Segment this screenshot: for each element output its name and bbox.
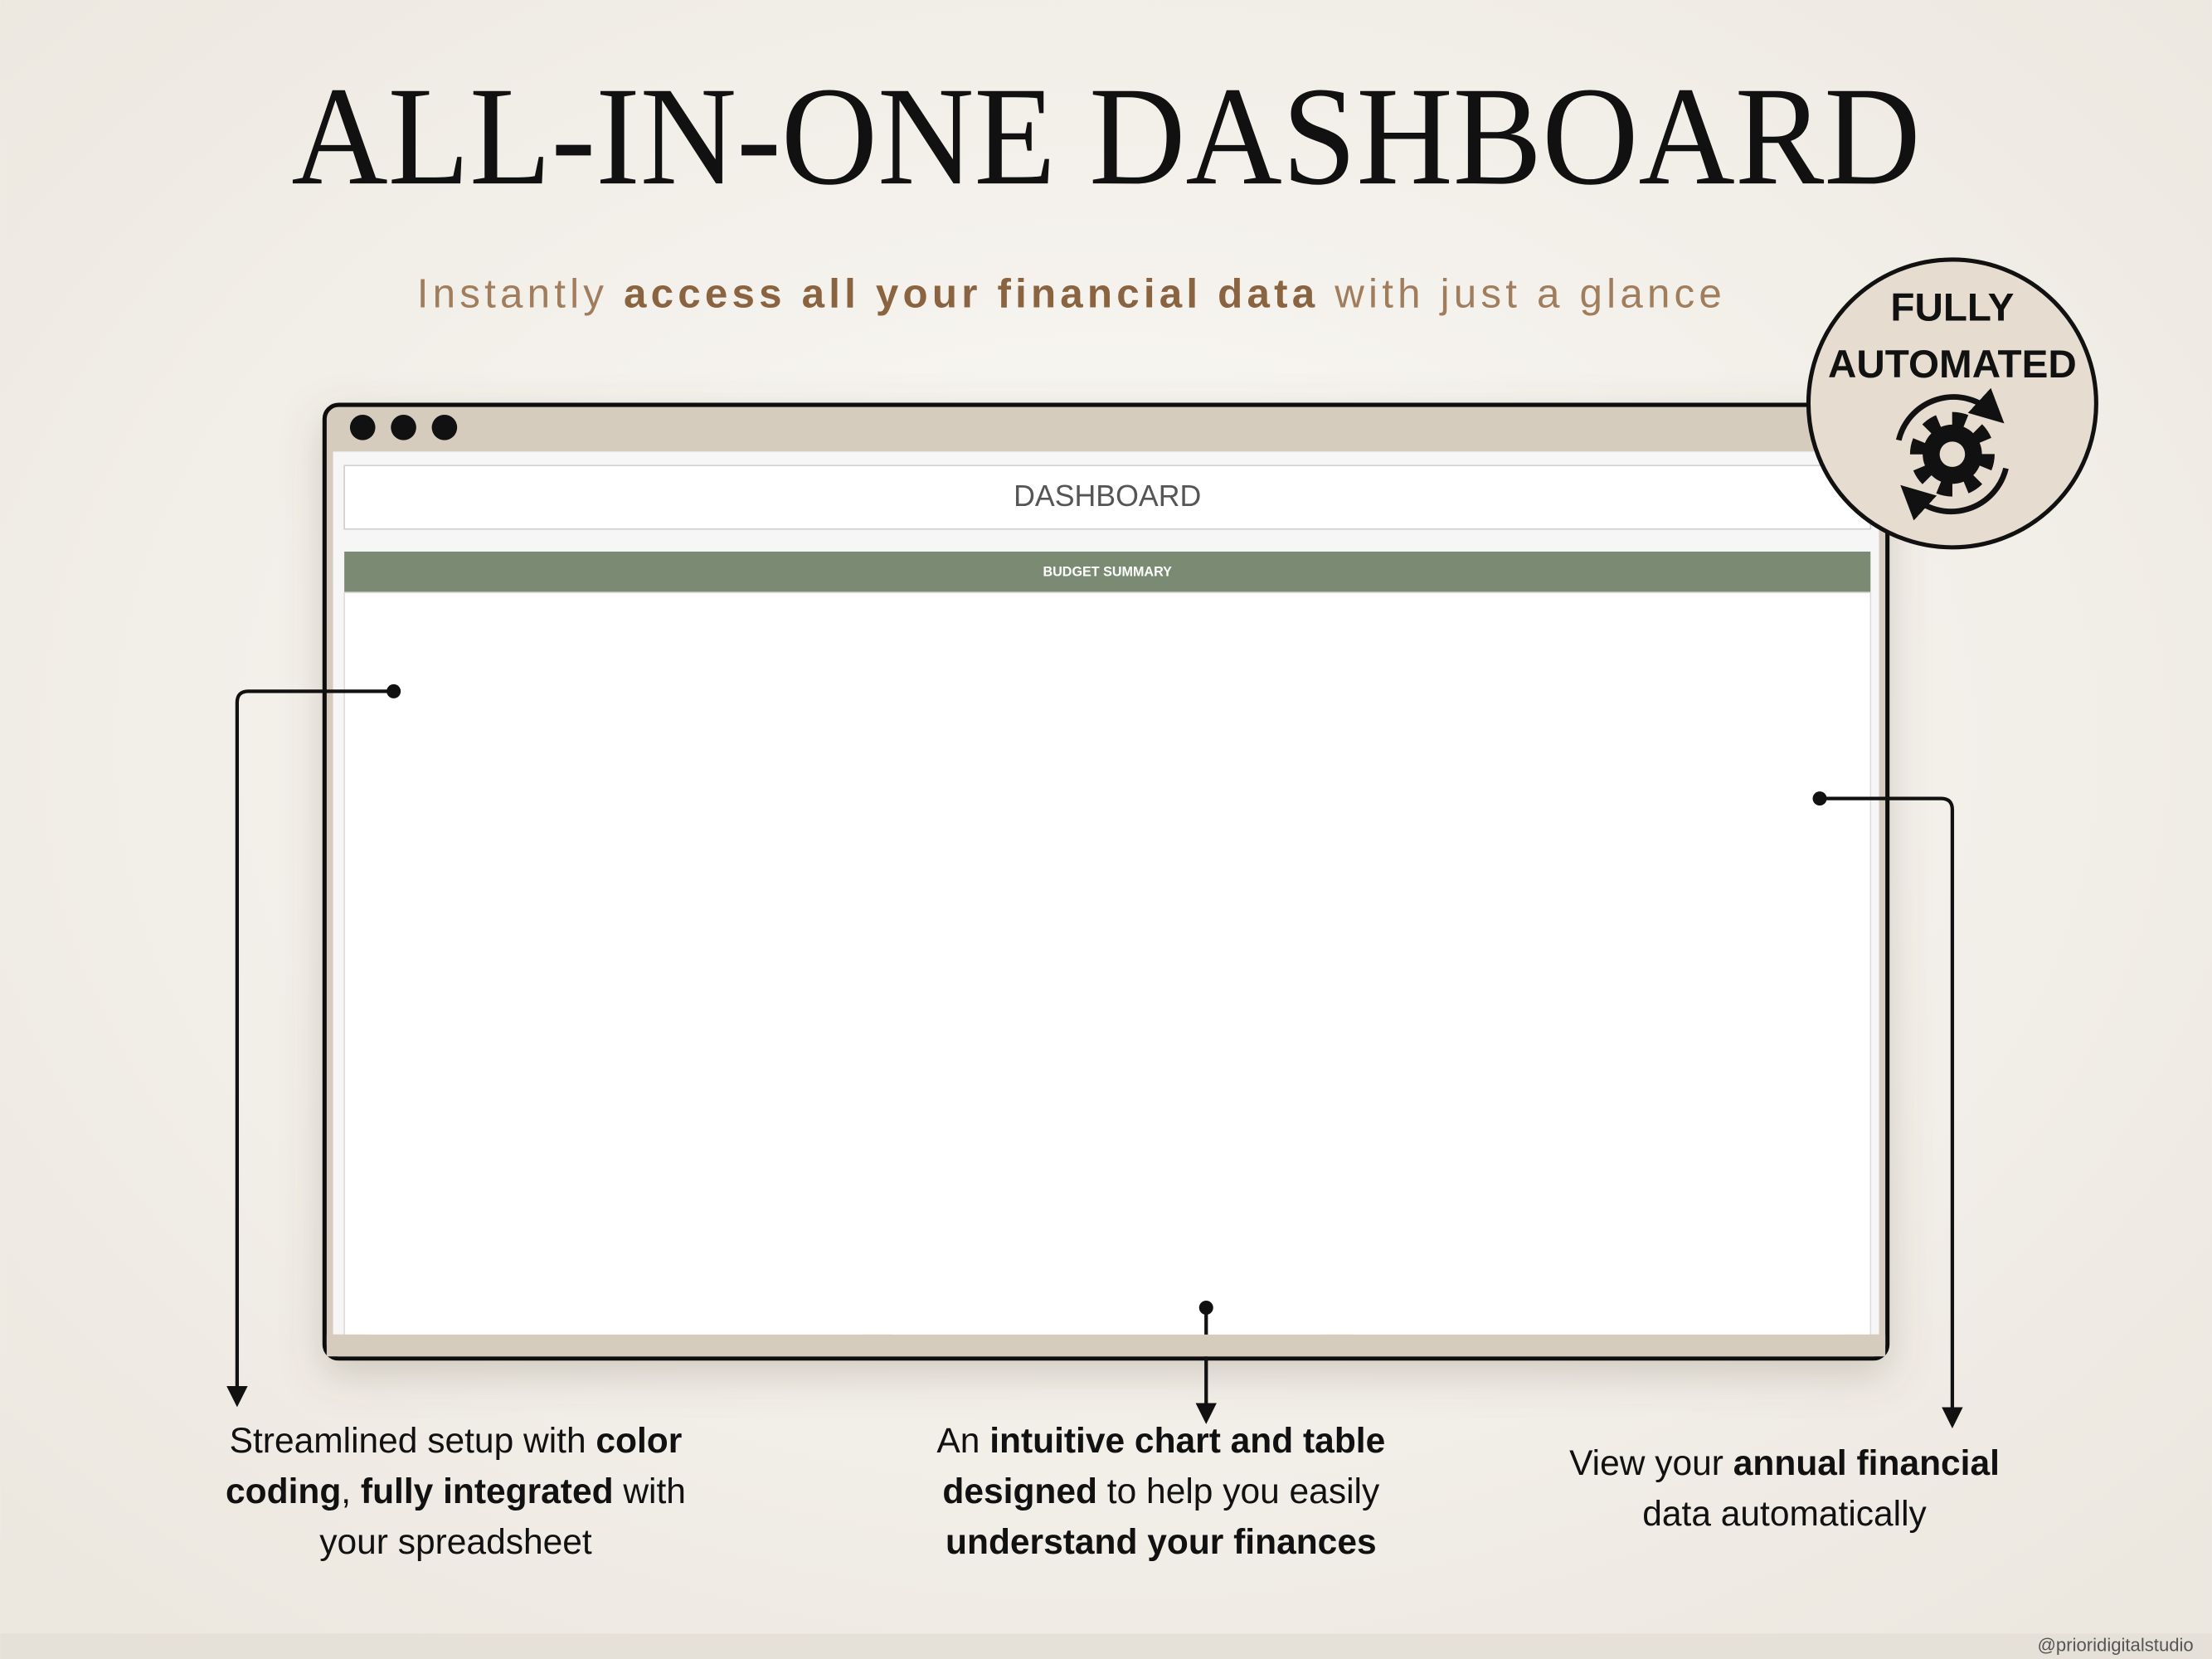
callout-line: understand your finances bbox=[946, 1523, 1377, 1562]
header-box bbox=[343, 465, 1872, 530]
callout-part: An bbox=[936, 1422, 989, 1461]
window-bottom bbox=[326, 1334, 1886, 1357]
subtitle-part: Instantly bbox=[417, 271, 620, 317]
callout-part: annual financial bbox=[1733, 1444, 2000, 1483]
badge bbox=[1806, 257, 2098, 550]
window-dot bbox=[431, 415, 458, 440]
callout-part: , bbox=[341, 1472, 361, 1511]
callout-part: understand your finances bbox=[946, 1523, 1377, 1562]
panel-area bbox=[343, 591, 1872, 1355]
badge-text: FULLY bbox=[1890, 286, 2014, 330]
banner-text: BUDGET SUMMARY bbox=[1043, 565, 1172, 580]
connector bbox=[1820, 796, 1963, 1428]
gear-icon bbox=[1895, 387, 2009, 521]
callout-line: coding, fully integrated with bbox=[226, 1472, 686, 1511]
callout-part: coding bbox=[226, 1472, 341, 1511]
callout-part: to help you easily bbox=[1097, 1472, 1380, 1511]
callout-part: data automatically bbox=[1642, 1495, 1927, 1534]
window-dot bbox=[391, 415, 416, 440]
callout-line: An intuitive chart and table bbox=[936, 1422, 1385, 1461]
callout-line: your spreadsheet bbox=[319, 1523, 592, 1562]
dashboard-title: DASHBOARD bbox=[1014, 479, 1201, 513]
screen: DASHBOARD BUDGET SUMMARY bbox=[333, 451, 1879, 1355]
callout-part: with bbox=[614, 1472, 686, 1511]
credit: @prioridigitalstudio bbox=[2038, 1635, 2194, 1656]
footer-strip bbox=[0, 1633, 2212, 1659]
callout-line: View your annual financial bbox=[1569, 1444, 2000, 1483]
banner bbox=[344, 551, 1871, 593]
subtitle: Instantly access all your financial data… bbox=[417, 271, 1722, 317]
connector-dot bbox=[386, 684, 401, 698]
connector-dot bbox=[1812, 791, 1827, 806]
callout-line: Streamlined setup with color bbox=[230, 1422, 683, 1461]
callout-part: color bbox=[596, 1422, 682, 1461]
callout-line: designed to help you easily bbox=[942, 1472, 1380, 1511]
callout-part: Streamlined setup with bbox=[230, 1422, 596, 1461]
window-dot bbox=[349, 415, 376, 440]
connector-dot bbox=[1198, 1301, 1213, 1316]
callout-part: your spreadsheet bbox=[319, 1523, 592, 1562]
connector bbox=[226, 689, 394, 1408]
page-title: ALL-IN-ONE DASHBOARD bbox=[291, 57, 1920, 214]
callout-part: designed bbox=[942, 1472, 1097, 1511]
callout-line: data automatically bbox=[1642, 1495, 1927, 1534]
badge-text: AUTOMATED bbox=[1828, 343, 2077, 387]
callout-part: intuitive chart and table bbox=[989, 1422, 1385, 1461]
callout-part: fully integrated bbox=[361, 1472, 614, 1511]
subtitle-part: access all your financial data bbox=[624, 271, 1315, 317]
callout-part: View your bbox=[1569, 1444, 1733, 1483]
